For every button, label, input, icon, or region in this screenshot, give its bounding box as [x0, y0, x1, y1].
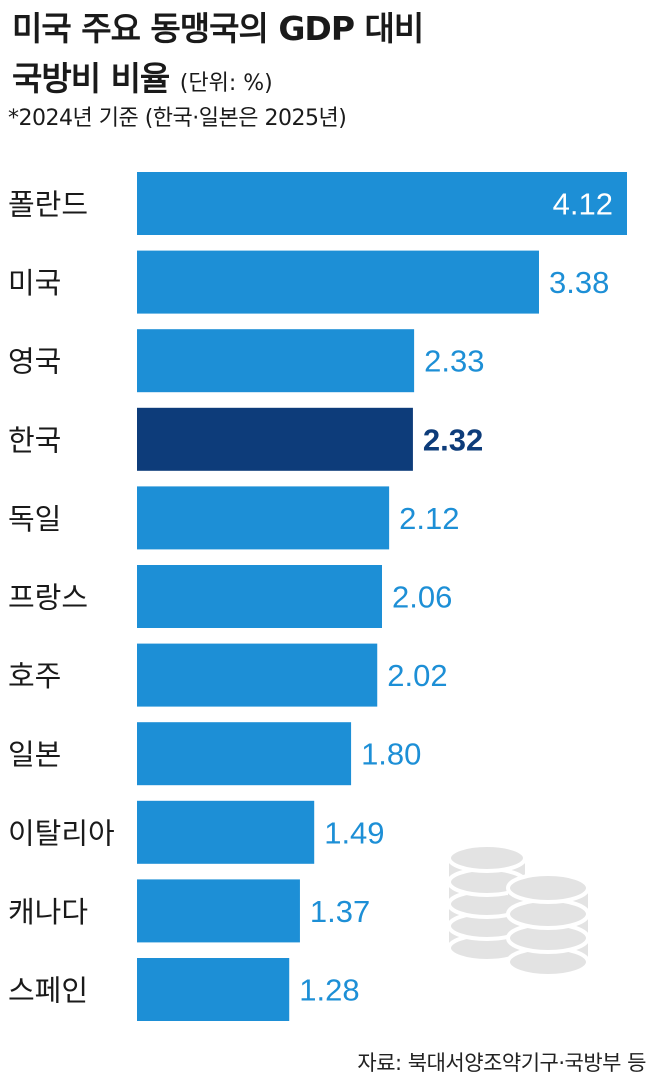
bar: [137, 172, 627, 235]
value-label: 1.49: [324, 815, 384, 850]
coin-stack-icon: [447, 843, 590, 978]
category-label: 미국: [8, 266, 61, 300]
category-label: 프랑스: [8, 581, 88, 615]
category-label: 이탈리아: [8, 816, 115, 850]
value-label: 2.12: [399, 501, 459, 536]
source-note: 자료: 북대서양조약기구·국방부 등: [357, 1051, 646, 1075]
title-line-2: 국방비 비율 (단위: %): [12, 54, 423, 109]
value-label: 3.38: [549, 265, 609, 300]
value-label: 1.37: [310, 894, 370, 929]
chart-note: *2024년 기준 (한국·일본은 2025년): [8, 106, 347, 131]
bar: [137, 643, 378, 707]
value-label: 2.02: [387, 658, 447, 693]
value-label: 2.32: [423, 422, 483, 457]
category-label: 일본: [8, 738, 61, 772]
value-label: 1.28: [299, 973, 359, 1008]
category-label: 캐나다: [8, 895, 88, 929]
category-label: 스페인: [8, 974, 88, 1008]
bar: [137, 722, 352, 786]
value-label: 2.33: [424, 344, 484, 379]
bar: [137, 958, 290, 1021]
bar: [137, 329, 415, 393]
title-line-1: 미국 주요 동맹국의 GDP 대비: [12, 9, 424, 48]
bar-group: 폴란드 4.12 미국 3.38 영국 2.33 한국 2.32 독일 2.12 프랑스 2.06 호주…: [8, 172, 627, 1021]
category-label: 영국: [8, 345, 61, 379]
bar: [137, 800, 315, 864]
category-label: 한국: [8, 423, 61, 457]
unit-label: (단위: %): [179, 71, 273, 96]
value-label: 1.80: [361, 737, 421, 772]
bar: [137, 407, 413, 471]
category-label: 독일: [8, 502, 61, 536]
value-label: 2.06: [392, 580, 452, 615]
chart-title: 미국 주요 동맹국의 GDP 대비 국방비 비율 (단위: %): [12, 4, 424, 109]
value-label: 4.12: [553, 187, 613, 222]
title-line-2-text: 국방비 비율: [12, 59, 170, 98]
bar: [137, 565, 382, 628]
bar: [137, 250, 539, 314]
category-label: 폴란드: [8, 188, 88, 222]
bar: [137, 879, 300, 943]
bar: [137, 486, 390, 550]
category-label: 호주: [8, 659, 61, 693]
